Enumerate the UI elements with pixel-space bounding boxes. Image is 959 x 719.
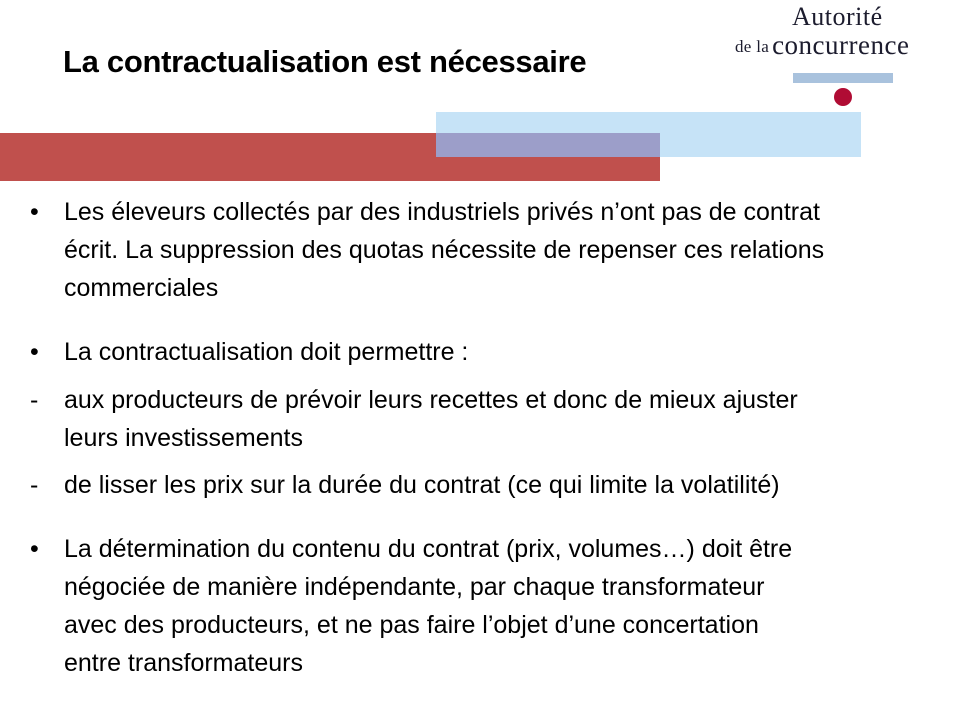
bullet-item-3: • La détermination du contenu du contrat…: [28, 530, 938, 682]
dash-marker: -: [30, 471, 39, 499]
bullet-marker: •: [30, 198, 39, 226]
bullet-item-1: • Les éleveurs collectés par des industr…: [28, 193, 938, 307]
bullet-item-2: • La contractualisation doit permettre :: [28, 333, 938, 371]
logo-word-concurrence: concurrence: [772, 30, 910, 60]
slide-body: • Les éleveurs collectés par des industr…: [28, 193, 938, 682]
dash-item-2: - de lisser les prix sur la durée du con…: [28, 466, 938, 504]
slide-title: La contractualisation est nécessaire: [63, 44, 587, 79]
logo-underline-bar: [793, 73, 893, 83]
bullet-marker: •: [30, 338, 39, 366]
bullet-text: Les éleveurs collectés par des industrie…: [64, 198, 825, 302]
logo-word-autorite: Autorité: [792, 2, 883, 31]
autorite-concurrence-logo: Autorité de la concurrence: [735, 4, 959, 59]
dash-text: aux producteurs de prévoir leurs recette…: [64, 386, 798, 452]
decor-bar-overlap-region: [436, 133, 660, 157]
dash-item-1: - aux producteurs de prévoir leurs recet…: [28, 381, 938, 457]
bullet-text: La contractualisation doit permettre :: [64, 338, 469, 366]
dash-marker: -: [30, 386, 39, 414]
logo-red-dot-icon: [834, 88, 852, 106]
dash-text: de lisser les prix sur la durée du contr…: [64, 471, 780, 499]
logo-line2: de la concurrence: [735, 32, 959, 59]
bullet-text: La détermination du contenu du contrat (…: [64, 535, 793, 677]
bullet-marker: •: [30, 535, 39, 563]
logo-word-dela: de la: [735, 37, 770, 56]
